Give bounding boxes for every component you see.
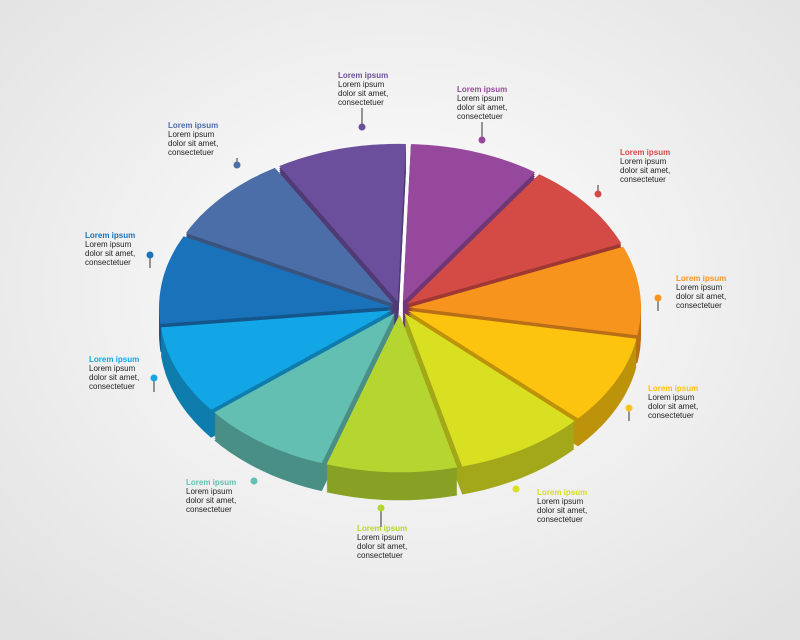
segment-text: consectetuer — [676, 301, 722, 310]
segment-text: dolor sit amet, — [357, 542, 407, 551]
segment-text: dolor sit amet, — [620, 166, 670, 175]
pie — [159, 143, 641, 501]
slice — [402, 144, 535, 303]
label-dot — [233, 161, 241, 169]
segment-text: dolor sit amet, — [537, 506, 587, 515]
segment-text: consectetuer — [85, 258, 131, 267]
label-dot — [150, 374, 158, 382]
segment-text: Lorem ipsum — [89, 364, 136, 373]
segment-title: Lorem ipsum — [186, 478, 236, 487]
slice — [279, 143, 406, 302]
slice — [404, 313, 575, 467]
label-dot — [146, 251, 154, 259]
segment-text: dolor sit amet, — [85, 249, 135, 258]
label-dot — [512, 485, 520, 493]
segment-title: Lorem ipsum — [338, 71, 388, 80]
slice — [326, 314, 458, 473]
segment-text: consectetuer — [168, 148, 214, 157]
segment-text: Lorem ipsum — [168, 130, 215, 139]
segment-text: dolor sit amet, — [186, 496, 236, 505]
segment-text: dolor sit amet, — [676, 292, 726, 301]
segment-text: dolor sit amet, — [648, 402, 698, 411]
segment-text: Lorem ipsum — [186, 487, 233, 496]
segment-text: consectetuer — [186, 505, 232, 514]
label-dot — [377, 504, 385, 512]
segment-text: Lorem ipsum — [338, 80, 385, 89]
slice — [185, 167, 394, 304]
segment-title: Lorem ipsum — [457, 85, 507, 94]
segment-text: Lorem ipsum — [357, 533, 404, 542]
segment-text: Lorem ipsum — [648, 393, 695, 402]
slice — [214, 313, 395, 464]
segment-title: Lorem ipsum — [537, 488, 587, 497]
segment-text: consectetuer — [457, 112, 503, 121]
segment-text: consectetuer — [537, 515, 583, 524]
label-dot — [478, 136, 486, 144]
label-dot — [358, 123, 366, 131]
segment-title: Lorem ipsum — [620, 148, 670, 157]
label-dot — [625, 404, 633, 412]
segment-text: Lorem ipsum — [85, 240, 132, 249]
segment-title: Lorem ipsum — [357, 524, 407, 533]
segment-title: Lorem ipsum — [168, 121, 218, 130]
segment-text: dolor sit amet, — [168, 139, 218, 148]
label-dot — [250, 477, 258, 485]
segment-text: Lorem ipsum — [620, 157, 667, 166]
slice — [408, 310, 637, 419]
segment-text: Lorem ipsum — [457, 94, 504, 103]
segment-text: consectetuer — [357, 551, 403, 560]
segment-text: consectetuer — [620, 175, 666, 184]
segment-text: consectetuer — [338, 98, 384, 107]
segment-text: consectetuer — [648, 411, 694, 420]
slice — [161, 310, 392, 410]
segment-title: Lorem ipsum — [648, 384, 698, 393]
segment-text: dolor sit amet, — [457, 103, 507, 112]
segment-text: Lorem ipsum — [537, 497, 584, 506]
segment-title: Lorem ipsum — [89, 355, 139, 364]
slice — [407, 174, 622, 305]
label-dot — [654, 294, 662, 302]
segment-title: Lorem ipsum — [676, 274, 726, 283]
segment-title: Lorem ipsum — [85, 231, 135, 240]
slice — [159, 236, 392, 324]
segment-text: dolor sit amet, — [89, 373, 139, 382]
segment-text: Lorem ipsum — [676, 283, 723, 292]
label-dot — [594, 190, 602, 198]
segment-text: dolor sit amet, — [338, 89, 388, 98]
segment-text: consectetuer — [89, 382, 135, 391]
slice — [408, 246, 641, 336]
